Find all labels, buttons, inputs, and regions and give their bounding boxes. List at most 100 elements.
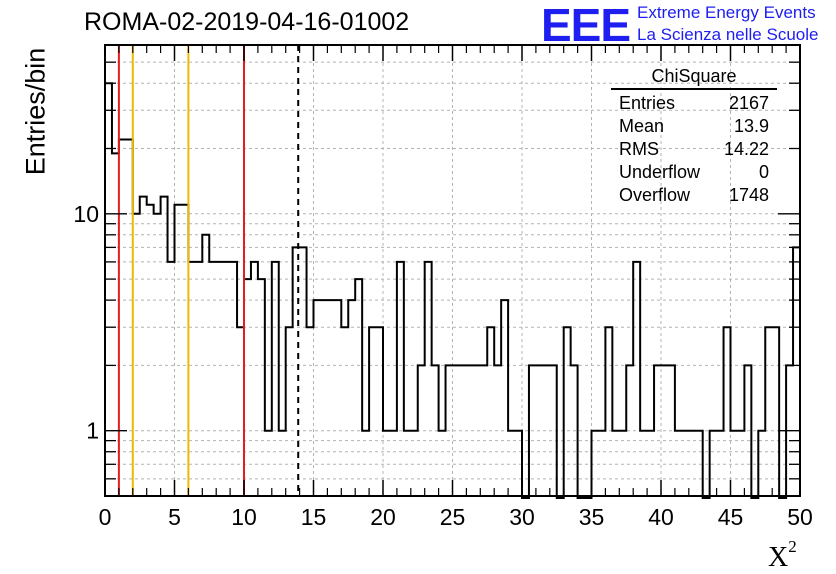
- histogram-bin: [432, 365, 439, 498]
- histogram-bin: [216, 262, 223, 498]
- histogram-bin: [598, 431, 605, 498]
- histogram-bin: [404, 431, 411, 498]
- histogram-bin: [473, 365, 480, 498]
- stats-label: Underflow: [619, 162, 701, 182]
- histogram-bin: [737, 431, 744, 498]
- stats-row-entries: Entries 2167: [611, 92, 777, 115]
- histogram-bin: [550, 365, 557, 498]
- histogram-bin: [355, 279, 362, 498]
- x-tick-label: 45: [718, 504, 744, 530]
- histogram-bin: [668, 365, 675, 498]
- histogram-bin: [459, 365, 466, 498]
- x-tick-label: 30: [509, 504, 535, 530]
- histogram-bin: [633, 262, 640, 498]
- histogram-bin: [175, 205, 182, 498]
- histogram-bin: [209, 262, 216, 498]
- x-tick-label: 0: [99, 504, 112, 530]
- histogram-bin: [772, 327, 779, 498]
- eee-tagline-2: La Scienza nelle Scuole: [637, 25, 819, 44]
- histogram-bin: [223, 262, 230, 498]
- histogram-bin: [640, 431, 647, 498]
- histogram-bin: [515, 431, 522, 498]
- x-tick-label: 5: [168, 504, 181, 530]
- histogram-bin: [279, 431, 286, 498]
- histogram-bin: [682, 431, 689, 498]
- x-tick-label: 10: [231, 504, 257, 530]
- histogram-bin: [195, 262, 202, 498]
- chart-title: ROMA-02-2019-04-16-01002: [84, 8, 410, 36]
- histogram-bin: [314, 300, 321, 498]
- histogram-bin: [348, 300, 355, 498]
- histogram-bin: [765, 327, 772, 498]
- histogram-bin: [731, 431, 738, 498]
- histogram-bin: [383, 431, 390, 498]
- histogram-bin: [230, 262, 237, 498]
- histogram-bin: [793, 247, 800, 498]
- histogram-bin: [147, 205, 154, 498]
- histogram-bin: [327, 300, 334, 498]
- eee-logo: EEE: [541, 0, 631, 51]
- histogram-bin: [786, 365, 793, 498]
- x-tick-label: 20: [370, 504, 396, 530]
- histogram-bin: [362, 431, 369, 498]
- histogram-bin: [286, 327, 293, 498]
- histogram-bin: [494, 365, 501, 498]
- stats-row-underflow: Underflow 0: [611, 161, 777, 184]
- histogram-step-line: [105, 82, 800, 499]
- histogram-bin: [418, 365, 425, 498]
- histogram-series: [105, 82, 800, 499]
- histogram-bin: [612, 431, 619, 498]
- stats-value: 1748: [728, 185, 769, 205]
- stats-label: Mean: [619, 116, 665, 136]
- stats-title: ChiSquare: [611, 66, 777, 90]
- histogram-bin: [724, 327, 731, 498]
- histogram-bin: [619, 431, 626, 498]
- histogram-bin: [626, 365, 633, 498]
- histogram-bin: [334, 300, 341, 498]
- stats-box: ChiSquare Entries 2167 Mean 13.9 RMS 14.22 …: [611, 66, 777, 207]
- x-tick-label: 35: [579, 504, 605, 530]
- histogram-bin: [119, 140, 126, 498]
- histogram-bin: [237, 327, 244, 498]
- tick-labels: 0 5 10 15 20 25 30 35 40 45 50 1 10: [73, 201, 812, 530]
- stats-value: 2167: [728, 93, 769, 113]
- histogram-bin: [411, 431, 418, 498]
- histogram-bin: [564, 327, 571, 498]
- stats-row-overflow: Overflow 1748: [611, 184, 777, 207]
- histogram-bin: [126, 140, 133, 498]
- x-tick-label: 15: [301, 504, 327, 530]
- histogram-bin: [661, 365, 668, 498]
- histogram-bin: [397, 262, 404, 498]
- stats-value: 14.22: [723, 139, 769, 159]
- eee-tagline-1: Extreme Energy Events: [637, 3, 816, 22]
- stats-label: RMS: [619, 139, 659, 159]
- histogram-bin: [571, 365, 578, 498]
- y-axis-label: Entries/bin: [20, 47, 51, 176]
- x-tick-label: 50: [787, 504, 813, 530]
- histogram-bin: [501, 300, 508, 498]
- histogram-bin: [272, 262, 279, 498]
- histogram-bin: [105, 83, 112, 498]
- stats-value: 13.9: [733, 116, 769, 136]
- histogram-bin: [758, 431, 765, 498]
- histogram-bin: [265, 431, 272, 498]
- histogram-bin: [439, 431, 446, 498]
- histogram-bin: [647, 431, 654, 498]
- stats-value: 0: [758, 162, 769, 182]
- histogram-bin: [654, 365, 661, 498]
- histogram-bin: [592, 431, 599, 498]
- y-tick-label: 1: [86, 418, 99, 444]
- histogram-bin: [605, 327, 612, 498]
- histogram-bin: [188, 262, 195, 498]
- stats-row-mean: Mean 13.9: [611, 115, 777, 138]
- histogram-bin: [390, 431, 397, 498]
- histogram-bin: [466, 365, 473, 498]
- grid-lines: [105, 44, 800, 497]
- histogram-bin: [244, 279, 251, 498]
- histogram-bin: [696, 431, 703, 498]
- x-tick-label: 25: [440, 504, 466, 530]
- histogram-bin: [133, 214, 140, 498]
- histogram-bin: [717, 431, 724, 498]
- histogram-bin: [202, 235, 209, 498]
